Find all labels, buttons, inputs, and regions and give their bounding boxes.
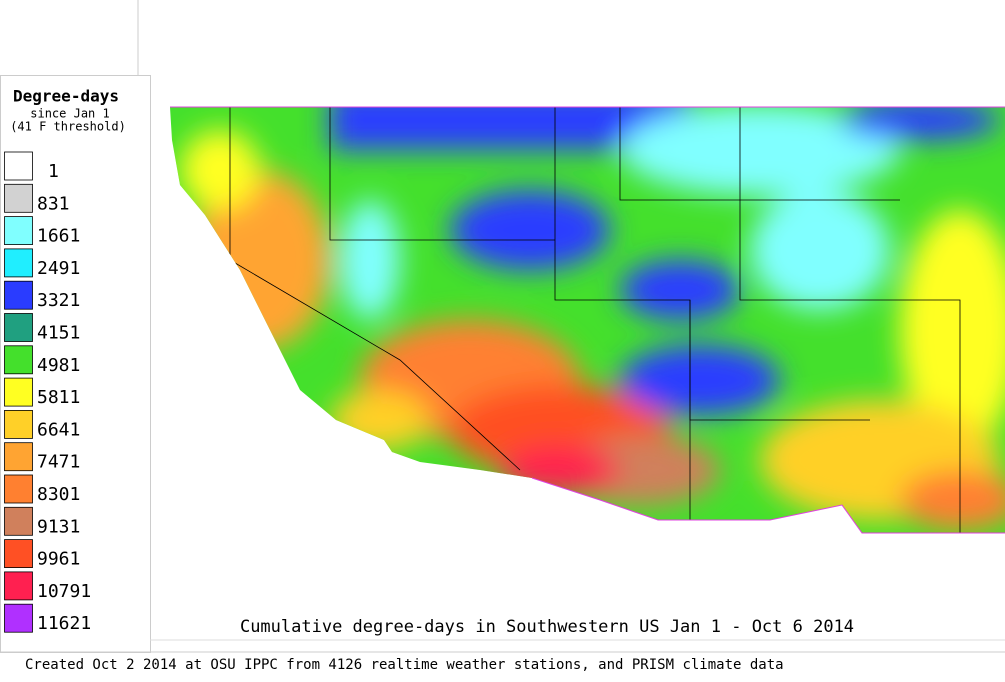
legend-subtitle: since Jan 1	[30, 107, 109, 121]
legend-swatch	[4, 409, 33, 439]
legend-label: 831	[37, 193, 70, 214]
legend-swatch	[4, 442, 33, 472]
legend-swatch	[4, 506, 33, 536]
legend-label: 1	[48, 161, 59, 182]
legend-label: 4151	[37, 323, 80, 344]
legend-swatch	[4, 248, 33, 278]
legend-label: 6641	[37, 419, 80, 440]
legend-swatch	[4, 216, 33, 246]
legend-items: 1 831 1661 2491 3321 4151 4981 5811 6641 7471 8301…	[4, 151, 91, 634]
legend-note: (41 F threshold)	[10, 120, 126, 134]
map-title: Cumulative degree-days in Southwestern U…	[240, 617, 854, 637]
map	[170, 107, 1005, 533]
legend-title: Degree-days	[13, 87, 119, 106]
legend-swatch	[4, 183, 33, 213]
legend-swatch	[4, 539, 33, 568]
legend-label: 10791	[37, 581, 91, 602]
legend-label: 2491	[37, 258, 80, 279]
legend-swatch	[4, 474, 33, 504]
legend-swatch	[4, 603, 33, 633]
legend-label: 7471	[37, 452, 80, 473]
legend-swatch	[4, 571, 33, 601]
legend-swatch	[4, 345, 33, 375]
footer: Created Oct 2 2014 at OSU IPPC from 4126…	[25, 657, 784, 673]
legend-label: 5811	[37, 387, 80, 408]
legend-swatch	[4, 151, 33, 181]
legend-label: 8301	[37, 484, 80, 505]
legend-label: 11621	[37, 613, 91, 634]
legend-swatch	[4, 280, 33, 310]
map-border	[170, 106, 1005, 534]
legend-label: 3321	[37, 290, 80, 311]
legend-label: 4981	[37, 355, 80, 376]
legend-label: 9131	[37, 516, 80, 537]
legend-label: 1661	[37, 226, 80, 247]
legend-swatch	[4, 377, 33, 407]
legend-swatch	[4, 313, 33, 342]
legend-label: 9961	[37, 549, 80, 570]
